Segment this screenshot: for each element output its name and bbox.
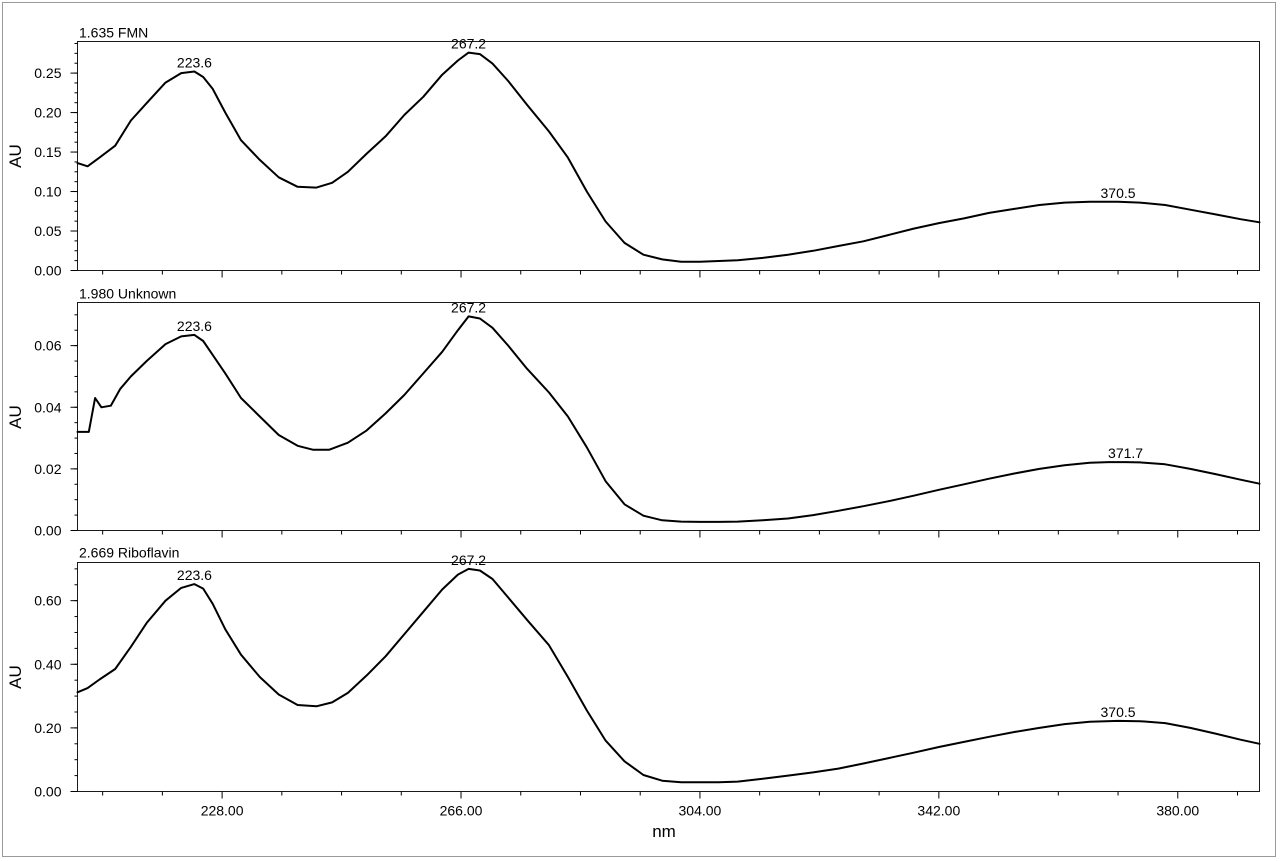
x-axis-ticks	[102, 530, 1238, 538]
peak-label: 267.2	[451, 299, 486, 315]
plot-area	[77, 41, 1260, 271]
y-tick-label: 0.00	[34, 263, 61, 279]
x-tick-label: 266.00	[440, 803, 483, 819]
y-axis-ticks: 0.00 0.05 0.10 0.15 0.20 0.25	[34, 42, 78, 279]
panel-title: 1.635 FMN	[79, 25, 148, 41]
peak-labels: 223.6 267.2 370.5	[177, 36, 1136, 201]
y-tick-label: 0.25	[34, 65, 61, 81]
peak-label: 223.6	[177, 55, 212, 71]
y-axis-ticks: 0.00 0.02 0.04 0.06	[34, 314, 78, 539]
y-tick-label: 0.10	[34, 184, 61, 200]
peak-label: 223.6	[177, 318, 212, 334]
panel-title: 1.980 Unknown	[79, 286, 176, 302]
x-axis-ticks: 228.00 266.00 304.00 342.00 380.00	[102, 791, 1238, 819]
peak-label: 370.5	[1101, 185, 1136, 201]
peak-label: 223.6	[177, 567, 212, 583]
y-axis-label: AU	[6, 405, 25, 429]
y-axis-label: AU	[6, 665, 25, 689]
y-tick-label: 0.00	[34, 784, 61, 800]
y-tick-label: 0.06	[34, 338, 61, 354]
y-tick-label: 0.20	[34, 105, 61, 121]
y-tick-label: 0.05	[34, 223, 61, 239]
spectrum-line	[76, 315, 1261, 523]
y-tick-label: 0.02	[34, 461, 61, 477]
y-tick-label: 0.04	[34, 399, 61, 415]
x-tick-label: 380.00	[1156, 803, 1199, 819]
y-axis-label: AU	[6, 144, 25, 168]
x-tick-label: 228.00	[201, 803, 244, 819]
plot-area	[77, 302, 1260, 531]
peak-label: 267.2	[451, 36, 486, 52]
peak-label: 267.2	[451, 552, 486, 568]
y-tick-label: 0.20	[34, 720, 61, 736]
peak-labels: 223.6 267.2 370.5	[177, 552, 1136, 720]
plot-area	[77, 562, 1260, 792]
y-tick-label: 0.15	[34, 144, 61, 160]
panel-unknown: 1.980 Unknown AU 0.000.020.040.06 223.62…	[6, 286, 1261, 539]
x-axis-label: nm	[652, 822, 676, 841]
y-tick-label: 0.00	[34, 523, 61, 539]
peak-label: 370.5	[1101, 704, 1136, 720]
spectrum-line	[76, 51, 1261, 263]
panel-fmn: 1.635 FMN AU 0.00 0.05 0.10 0.15 0.20 0.25 22…	[6, 25, 1261, 279]
x-tick-label: 342.00	[917, 803, 960, 819]
peak-labels: 223.6 267.2 371.7	[177, 299, 1143, 461]
peak-label: 371.7	[1108, 445, 1143, 461]
x-tick-label: 304.00	[679, 803, 722, 819]
y-tick-label: 0.60	[34, 593, 61, 609]
spectrum-line	[76, 567, 1261, 784]
x-axis-ticks	[102, 270, 1238, 278]
panel-title: 2.669 Riboflavin	[79, 545, 179, 561]
panel-riboflavin: 2.669 Riboflavin AU 0.00 0.20 0.40 0.60 228…	[6, 545, 1261, 841]
y-axis-ticks: 0.00 0.20 0.40 0.60	[34, 568, 78, 800]
y-tick-label: 0.40	[34, 656, 61, 672]
